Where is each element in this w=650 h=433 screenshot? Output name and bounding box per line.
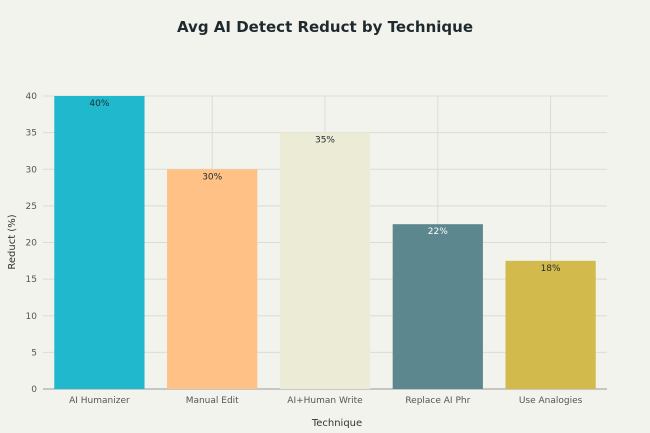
x-tick-label: AI Humanizer [69, 396, 130, 406]
y-tick-label: 0 [31, 385, 37, 395]
bar-3 [279, 132, 371, 389]
chart-title: Avg AI Detect Reduct by Technique [177, 18, 473, 36]
data-label: 35% [315, 136, 335, 146]
y-tick-label: 40 [26, 92, 38, 102]
y-tick-label: 35 [26, 129, 37, 139]
x-tick-label: Manual Edit [186, 396, 239, 406]
bar-1 [54, 96, 145, 389]
y-tick-label: 5 [31, 348, 37, 358]
x-tick-label: Use Analogies [519, 396, 583, 406]
data-label: 30% [202, 172, 222, 182]
y-tick-label: 20 [26, 239, 38, 249]
bar-4 [392, 224, 483, 389]
y-tick-label: 15 [26, 275, 37, 285]
x-axis-ticks: AI Humanizer Manual Edit AI+Human Write Rep… [69, 396, 583, 406]
y-axis-ticks: 0 5 10 15 20 25 30 35 40 [26, 92, 38, 395]
y-tick-label: 30 [26, 165, 38, 175]
data-label: 40% [89, 99, 109, 109]
y-tick-label: 10 [26, 312, 38, 322]
x-axis-label: Technique [311, 418, 362, 429]
bars: 40% 30% 35% 22% 18% [54, 96, 596, 389]
x-tick-label: Replace AI Phr [405, 396, 470, 406]
y-tick-label: 25 [26, 202, 37, 212]
data-label: 18% [541, 264, 561, 274]
x-tick-label: AI+Human Write [287, 396, 363, 406]
data-label: 22% [428, 227, 448, 237]
y-axis-label: Reduct (%) [7, 214, 18, 269]
bar-2 [167, 169, 258, 389]
bar-5 [505, 260, 596, 389]
